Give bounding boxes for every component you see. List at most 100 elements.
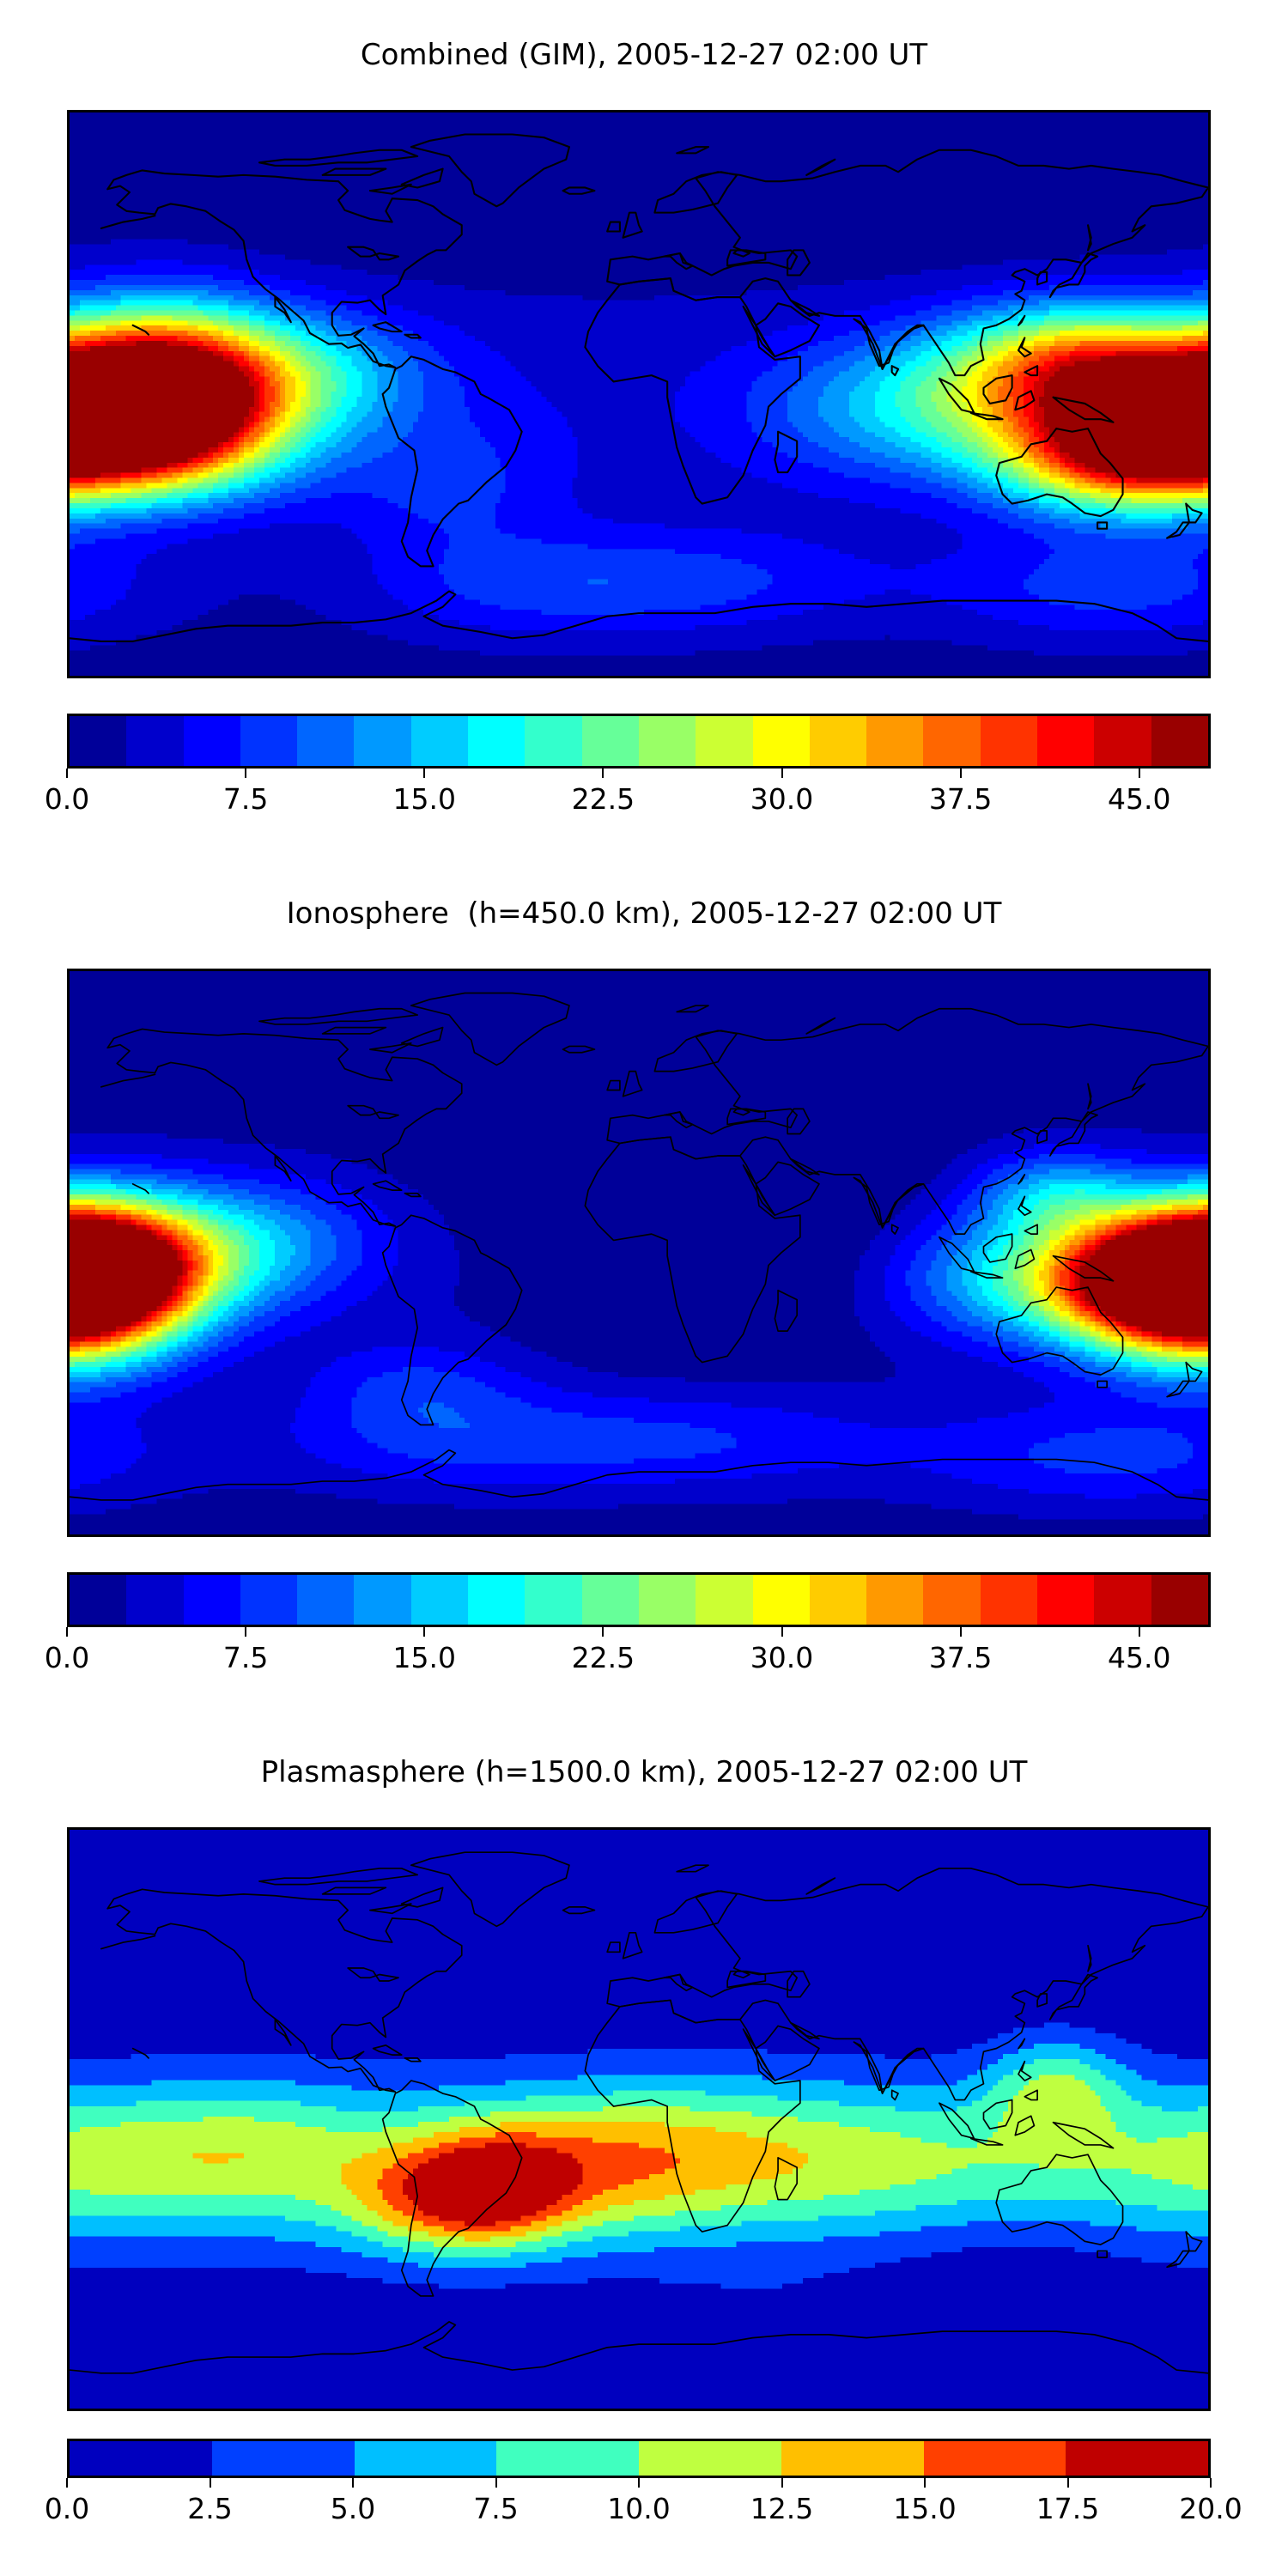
colorbar-tick	[781, 769, 783, 778]
colorbar-tick-label: 0.0	[44, 782, 90, 816]
colorbar-band	[70, 716, 127, 766]
colorbar-band	[639, 2441, 781, 2476]
panel-title-combined: Combined (GIM), 2005-12-27 02:00 UT	[360, 38, 928, 72]
colorbar-band	[240, 716, 298, 766]
colorbar-band	[468, 1575, 526, 1625]
colorbar-tick-label: 37.5	[928, 782, 993, 816]
colorbar-tick	[352, 2478, 354, 2488]
colorbar-band	[581, 716, 639, 766]
colorbar-tick	[495, 2478, 497, 2488]
colorbar-band	[809, 716, 867, 766]
colorbar-tick	[66, 769, 68, 778]
colorbar-band	[1094, 1575, 1151, 1625]
colorbar-band	[581, 1575, 639, 1625]
colorbar-tick	[1066, 2478, 1069, 2488]
colorbar-band	[126, 716, 184, 766]
map-ionosphere	[67, 969, 1211, 1537]
colorbar-tick-label: 15.0	[392, 1641, 456, 1674]
map-combined	[67, 110, 1211, 678]
colorbar-band	[211, 2441, 355, 2476]
colorbar-band	[70, 2441, 212, 2476]
colorbar-band	[354, 716, 411, 766]
colorbar-band	[1037, 716, 1095, 766]
colorbar-band	[696, 1575, 753, 1625]
colorbar-tick	[781, 2478, 783, 2488]
colorbar-band	[866, 1575, 924, 1625]
colorbar-band	[781, 2441, 924, 2476]
colorbar-tick-label: 30.0	[750, 1641, 814, 1674]
colorbar-tick	[602, 1627, 605, 1637]
colorbar-gradient-ionosphere	[67, 1572, 1211, 1627]
colorbar-tick	[1138, 1627, 1140, 1637]
colorbar-tick	[959, 1627, 962, 1637]
colorbar-tick	[638, 2478, 640, 2488]
colorbar-tick-label: 0.0	[44, 2492, 90, 2525]
colorbar-band	[496, 2441, 639, 2476]
colorbar-band	[923, 1575, 981, 1625]
colorbar-tick	[602, 769, 605, 778]
colorbar-tick	[423, 769, 426, 778]
colorbar-tick	[245, 769, 247, 778]
panel-ionosphere: Ionosphere (h=450.0 km), 2005-12-27 02:0…	[0, 859, 1288, 1717]
colorbar-gradient-plasmasphere	[67, 2439, 1211, 2478]
colorbar-band	[1151, 716, 1208, 766]
colorbar-ticks-plasmasphere	[66, 2478, 1212, 2490]
colorbar-band	[240, 1575, 298, 1625]
colorbar-labels-plasmasphere: 0.0 2.5 5.0 7.5 10.0 12.5 15.0 17.5 20.0	[45, 2492, 1242, 2530]
colorbar-tick	[1138, 769, 1140, 778]
colorbar-band	[410, 716, 469, 766]
colorbar-band	[752, 1575, 810, 1625]
colorbar-band	[1151, 1575, 1208, 1625]
colorbar-combined: 0.0 7.5 15.0 22.5 30.0 37.5 45.0	[45, 714, 1211, 834]
colorbar-tick	[66, 2478, 68, 2488]
colorbar-band	[752, 716, 810, 766]
colorbar-tick-label: 7.5	[222, 1641, 269, 1674]
colorbar-tick-label: 10.0	[607, 2492, 671, 2525]
colorbar-tick	[66, 1627, 68, 1637]
colorbar-labels-ionosphere: 0.0 7.5 15.0 22.5 30.0 37.5 45.0	[45, 1641, 1211, 1679]
colorbar-tick-label: 17.5	[1036, 2492, 1100, 2525]
panel-title-ionosphere: Ionosphere (h=450.0 km), 2005-12-27 02:0…	[286, 896, 1002, 931]
colorbar-band	[923, 716, 981, 766]
colorbar-tick-label: 30.0	[750, 782, 814, 816]
colorbar-band	[809, 1575, 867, 1625]
colorbar-tick-label: 2.5	[187, 2492, 233, 2525]
colorbar-band	[297, 716, 355, 766]
colorbar-tick-label: 0.0	[44, 1641, 90, 1674]
colorbar-band	[410, 1575, 469, 1625]
colorbar-tick	[423, 1627, 426, 1637]
colorbar-band	[183, 1575, 240, 1625]
colorbar-tick-label: 12.5	[750, 2492, 814, 2525]
colorbar-tick-label: 37.5	[928, 1641, 993, 1674]
colorbar-tick	[924, 2478, 926, 2488]
colorbar-band	[354, 2441, 497, 2476]
colorbar-tick-label: 20.0	[1179, 2492, 1242, 2525]
colorbar-band	[638, 716, 696, 766]
colorbar-band	[1094, 716, 1151, 766]
colorbar-tick-label: 15.0	[893, 2492, 957, 2525]
colorbar-band	[468, 716, 526, 766]
colorbar-band	[183, 716, 240, 766]
colorbar-labels-combined: 0.0 7.5 15.0 22.5 30.0 37.5 45.0	[45, 782, 1211, 820]
colorbar-band	[696, 716, 753, 766]
colorbar-ticks-ionosphere	[66, 1627, 1211, 1639]
colorbar-tick	[781, 1627, 783, 1637]
colorbar-ticks-combined	[66, 769, 1211, 781]
colorbar-band	[1037, 1575, 1095, 1625]
colorbar-band	[70, 1575, 127, 1625]
colorbar-band	[866, 716, 924, 766]
colorbar-tick-label: 45.0	[1108, 782, 1171, 816]
panel-plasmasphere: Plasmasphere (h=1500.0 km), 2005-12-27 0…	[0, 1717, 1288, 2576]
colorbar-band	[980, 1575, 1038, 1625]
colorbar-tick-label: 5.0	[330, 2492, 376, 2525]
colorbar-band	[980, 716, 1038, 766]
colorbar-tick	[209, 2478, 211, 2488]
colorbar-tick	[959, 769, 962, 778]
colorbar-ionosphere: 0.0 7.5 15.0 22.5 30.0 37.5 45.0	[45, 1572, 1211, 1692]
colorbar-tick-label: 7.5	[222, 782, 269, 816]
colorbar-band	[297, 1575, 355, 1625]
panel-title-plasmasphere: Plasmasphere (h=1500.0 km), 2005-12-27 0…	[260, 1755, 1028, 1789]
colorbar-band	[525, 1575, 582, 1625]
colorbar-band	[638, 1575, 696, 1625]
